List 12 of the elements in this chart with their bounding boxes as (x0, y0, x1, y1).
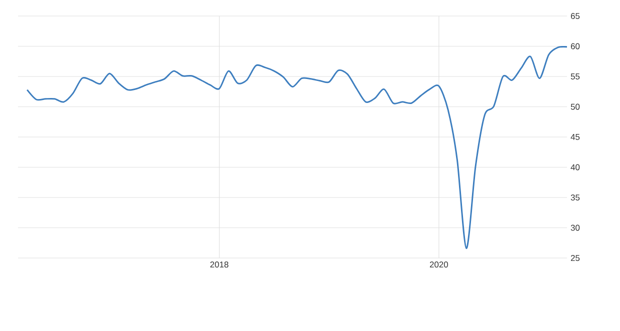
y-tick-label: 45 (570, 134, 580, 140)
y-tick-label: 35 (570, 194, 580, 200)
y-tick-label: 25 (570, 255, 580, 261)
y-tick-label: 30 (570, 224, 580, 231)
x-tick-label: 2020 (430, 262, 448, 268)
y-tick-label: 65 (570, 13, 580, 19)
y-tick-label: 50 (570, 104, 580, 110)
y-tick-label: 60 (570, 43, 580, 50)
x-tick-label: 2018 (210, 262, 228, 268)
line-series (26, 46, 568, 250)
y-tick-label: 40 (570, 164, 580, 170)
y-tick-label: 55 (570, 74, 580, 80)
